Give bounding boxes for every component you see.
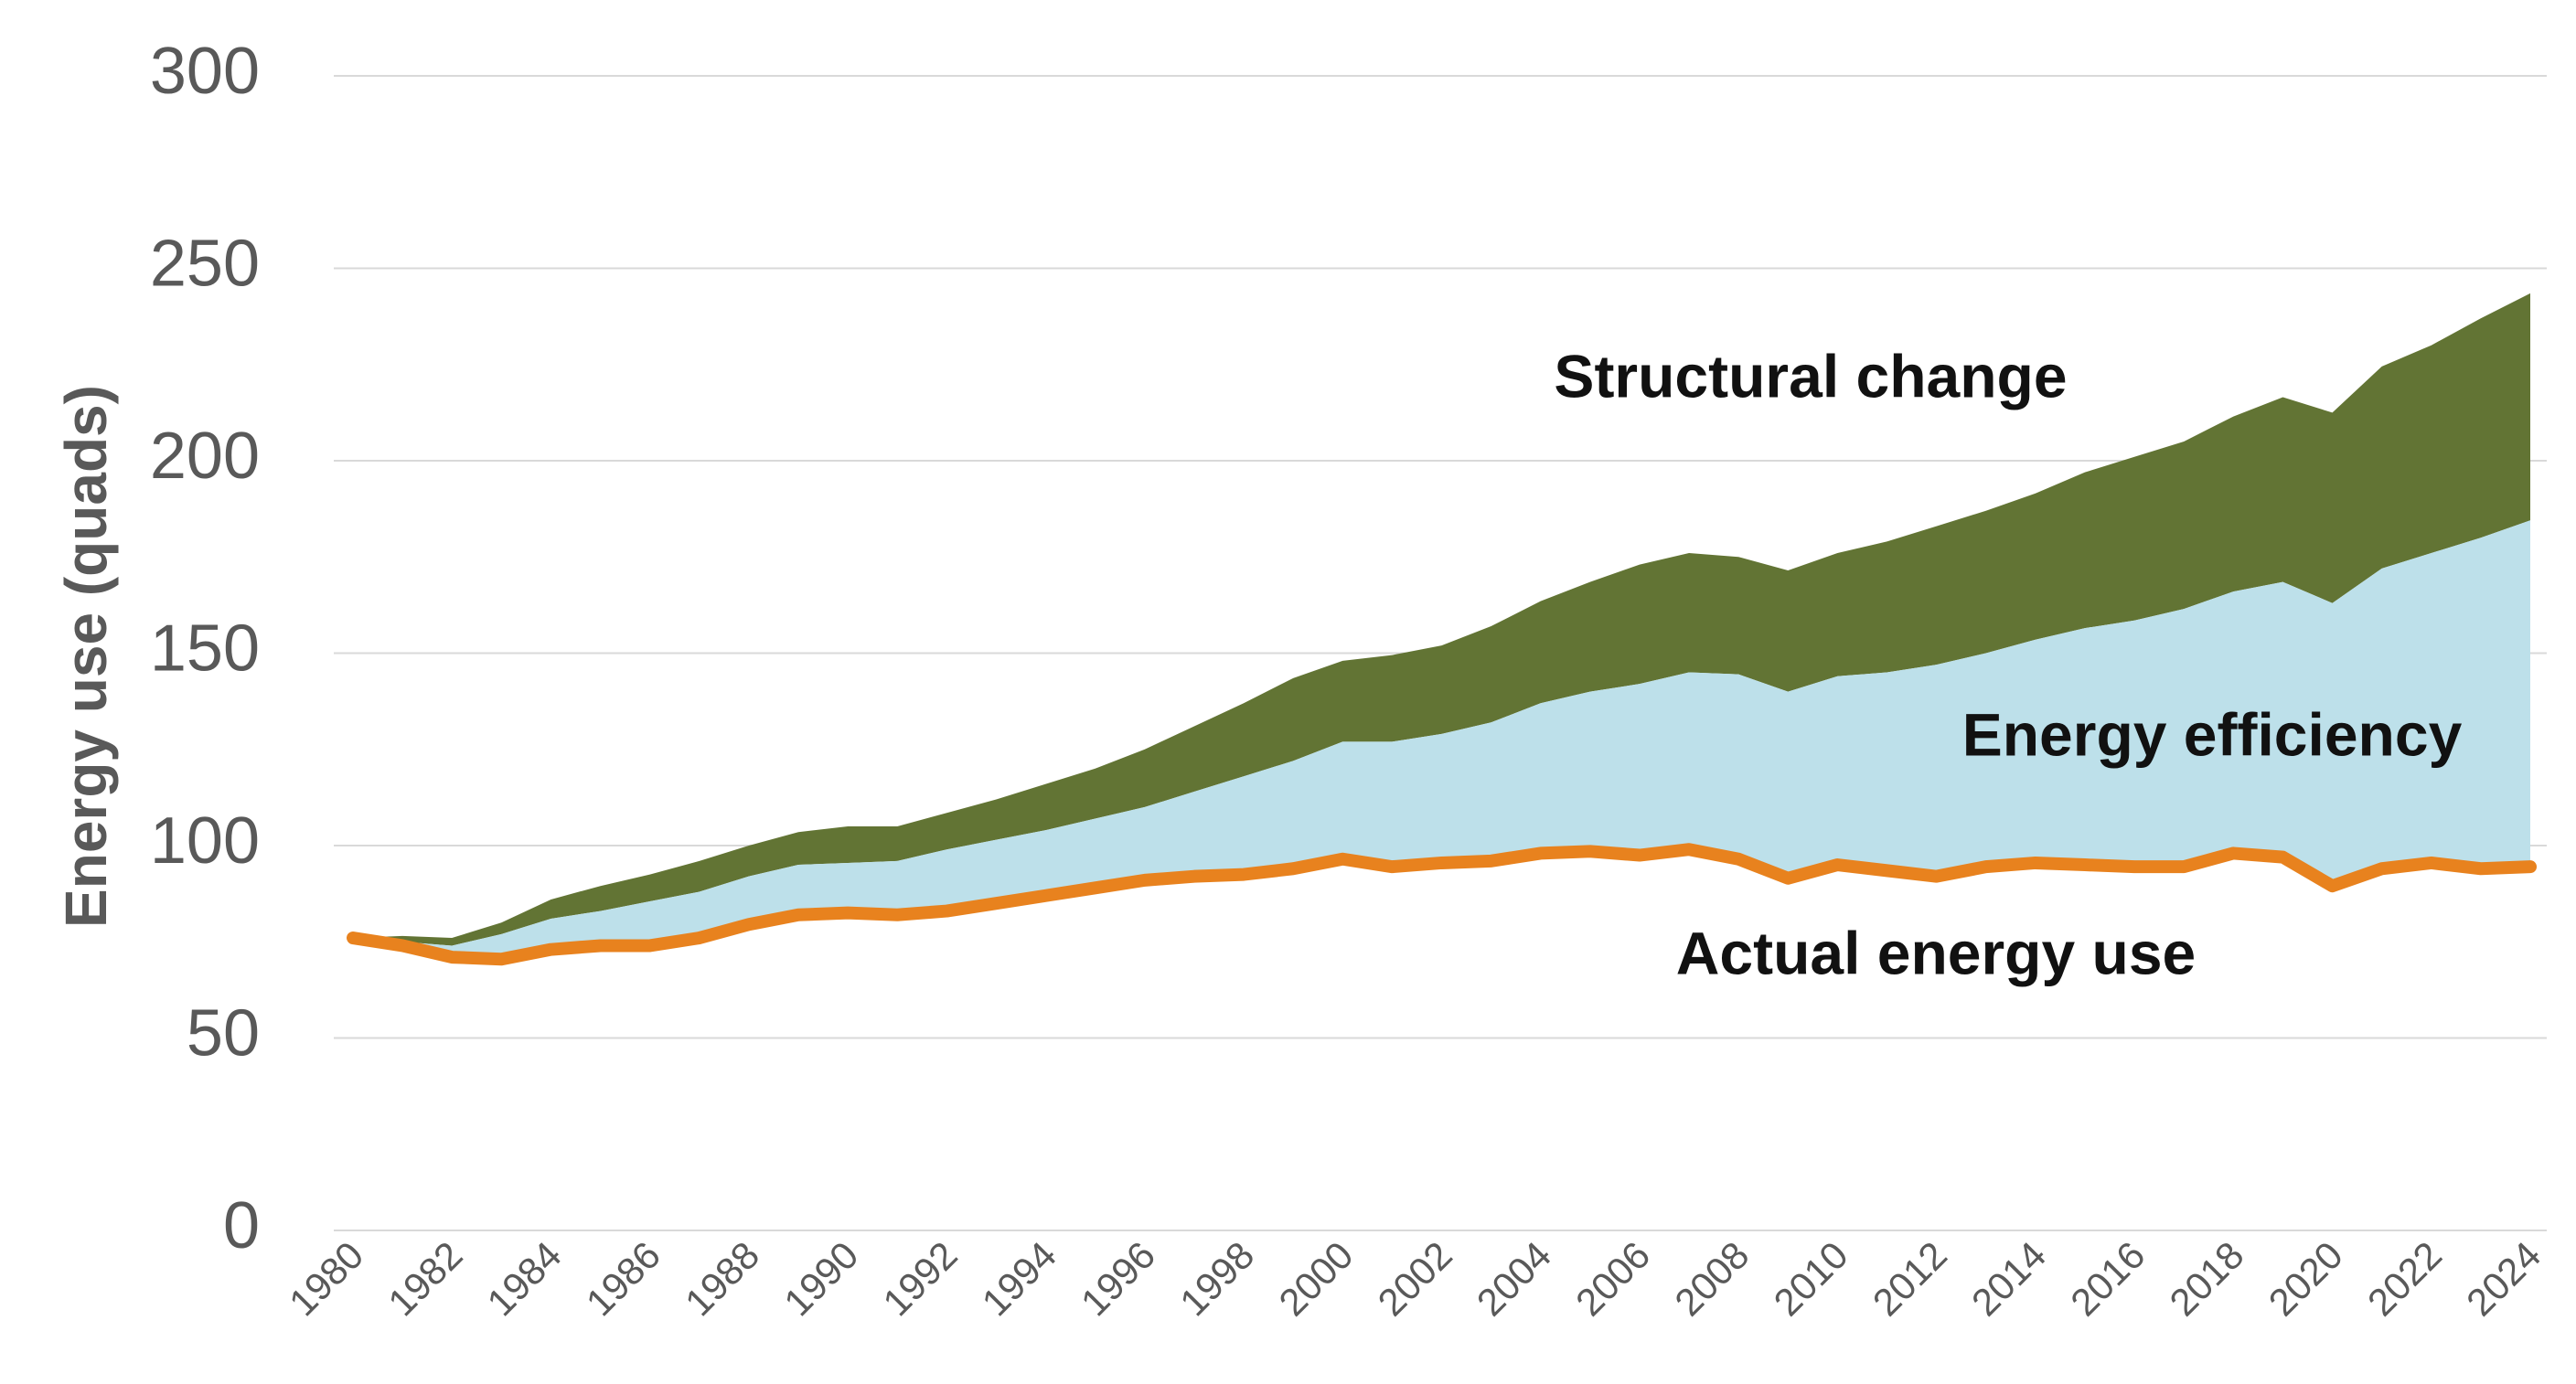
series-label: Actual energy use (1676, 919, 2197, 986)
x-tick-label: 2002 (1370, 1233, 1460, 1324)
area (353, 293, 2530, 946)
x-tick-label: 1990 (775, 1233, 866, 1324)
x-tick-label: 2010 (1765, 1233, 1855, 1324)
x-tick-label: 2008 (1666, 1233, 1757, 1324)
area (353, 520, 2530, 960)
x-tick-label: 2006 (1567, 1233, 1658, 1324)
x-tick-label: 1982 (379, 1233, 470, 1324)
plot (347, 293, 2537, 966)
x-tick-label: 2022 (2359, 1233, 2450, 1324)
y-axis-label: Energy use (quads) (53, 385, 119, 928)
x-tick-label: 2016 (2062, 1233, 2153, 1324)
series-label: Structural change (1554, 342, 2067, 410)
y-tick-label: 0 (223, 1189, 260, 1262)
y-tick-label: 250 (150, 228, 260, 301)
x-tick-label: 1984 (479, 1233, 570, 1324)
x-tick-label: 1986 (578, 1233, 668, 1324)
y-tick-label: 300 (150, 35, 260, 108)
x-tick-label: 1998 (1171, 1233, 1262, 1324)
x-tick-label: 2020 (2261, 1233, 2351, 1324)
x-tick-label: 2004 (1469, 1233, 1559, 1324)
x-tick-label: 2024 (2458, 1233, 2549, 1324)
y-tick-label: 150 (150, 612, 260, 686)
line (347, 843, 2537, 966)
x-tick-label: 1996 (1073, 1233, 1163, 1324)
x-tick-label: 2012 (1865, 1233, 1955, 1324)
x-tick-label: 1988 (677, 1233, 767, 1324)
series-label: Energy efficiency (1962, 700, 2463, 768)
y-tick-label: 100 (150, 804, 260, 878)
x-tick-label: 1992 (874, 1233, 965, 1324)
y-tick-label: 50 (187, 997, 260, 1070)
y-tick-label: 200 (150, 420, 260, 493)
x-tick-label: 1994 (974, 1233, 1064, 1324)
x-tick-label: 2014 (1963, 1233, 2054, 1324)
x-tick-label: 2000 (1270, 1233, 1361, 1324)
x-tick-label: 2018 (2161, 1233, 2251, 1324)
x-tick-label: 1980 (281, 1233, 371, 1324)
